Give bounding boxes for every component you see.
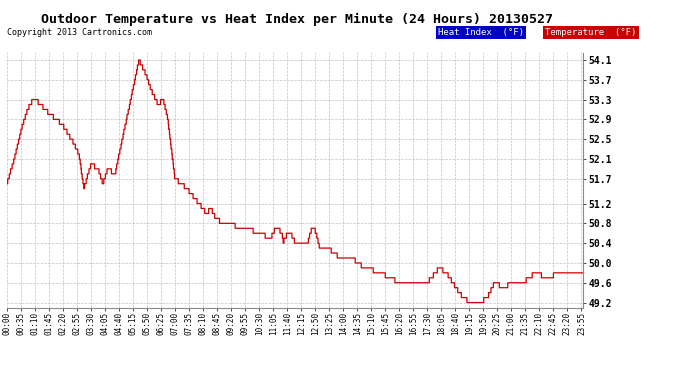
Text: Temperature  (°F): Temperature (°F) [545,28,636,37]
Text: Copyright 2013 Cartronics.com: Copyright 2013 Cartronics.com [7,28,152,37]
Text: Outdoor Temperature vs Heat Index per Minute (24 Hours) 20130527: Outdoor Temperature vs Heat Index per Mi… [41,13,553,26]
Text: Heat Index  (°F): Heat Index (°F) [438,28,524,37]
